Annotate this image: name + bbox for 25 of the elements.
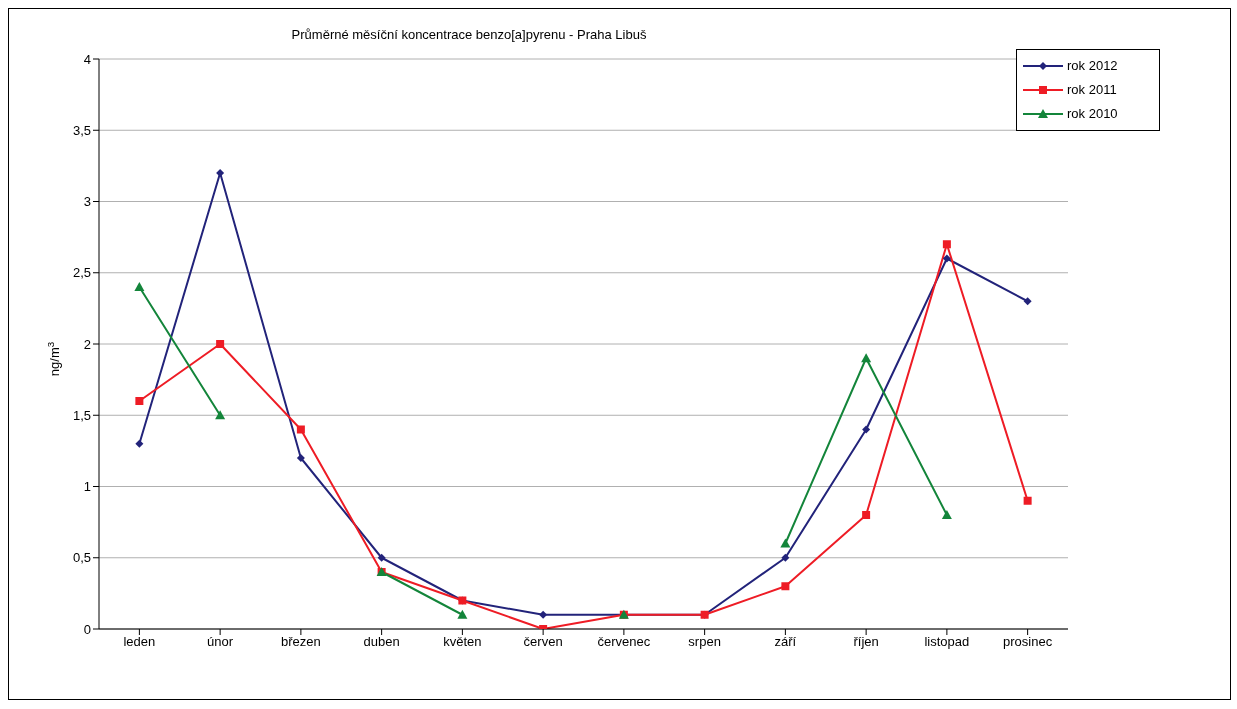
x-tick-label: únor <box>207 634 234 650</box>
y-tick-label: 2 <box>83 336 91 352</box>
y-tick-label: 1,5 <box>72 407 91 423</box>
y-tick-label: 3,5 <box>72 122 91 138</box>
x-tick-label: březen <box>281 634 321 650</box>
legend-label: rok 2010 <box>1067 105 1118 123</box>
legend-label: rok 2012 <box>1067 57 1118 75</box>
x-tick-label: červen <box>523 634 563 650</box>
y-tick-label: 4 <box>83 51 91 67</box>
x-tick-label: září <box>774 634 797 650</box>
chart-title: Průměrné měsíční koncentrace benzo[a]pyrenu - Praha Libuš <box>291 27 647 42</box>
x-tick-label: květen <box>443 634 482 650</box>
y-tick-label: 3 <box>83 194 91 210</box>
x-tick-label: leden <box>123 634 156 650</box>
y-tick-label: 2,5 <box>72 265 91 281</box>
legend-label: rok 2011 <box>1067 81 1117 99</box>
y-tick-label: 0 <box>83 621 91 637</box>
x-tick-label: duben <box>363 634 400 650</box>
y-tick-label: 1 <box>83 479 91 495</box>
y-tick-label: 0,5 <box>72 550 91 566</box>
x-tick-label: prosinec <box>1003 634 1053 650</box>
x-tick-label: listopad <box>924 634 970 650</box>
x-tick-label: říjen <box>853 634 879 650</box>
x-tick-label: červenec <box>597 634 651 650</box>
x-tick-label: srpen <box>688 634 721 650</box>
